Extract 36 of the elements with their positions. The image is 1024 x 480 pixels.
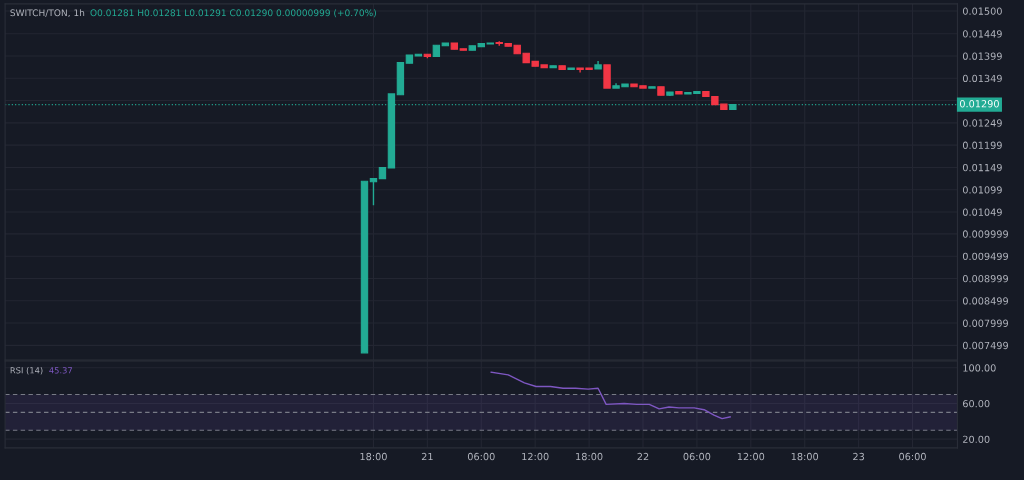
- x-tick-label: 12:00: [522, 452, 549, 461]
- annotation: O0.01281 H0.01281 L0.01291 C0.01290 0.00000999 (+0.70%): [90, 9, 376, 18]
- text: SWITCH/TON, 1h: [10, 9, 85, 18]
- x-tick-label: 22: [637, 452, 649, 461]
- candlestick: [603, 64, 611, 89]
- y-tick-label: 20.00: [963, 435, 990, 444]
- y-tick-label: 0.01349: [962, 74, 1002, 83]
- y-tick-label: 60.00: [962, 399, 990, 408]
- text: RSI (14): [10, 367, 43, 375]
- x-tick-label: 18:00: [791, 452, 819, 461]
- y-tick-label: 0.01500: [962, 7, 1002, 15]
- x-tick-label: 18:00: [576, 452, 603, 461]
- y-tick-label: 0.01399: [962, 52, 1002, 60]
- x-tick-label: 12:00: [737, 452, 765, 461]
- annotation: 45.37: [49, 367, 72, 374]
- candlestick: [369, 177, 378, 207]
- y-tick-label: 0.009499: [962, 252, 1009, 261]
- y-tick-label: 0.01199: [962, 141, 1002, 149]
- y-tick-label: 0.007999: [962, 319, 1009, 327]
- x-tick-label: 06:00: [683, 452, 711, 461]
- y-tick-label: 0.007499: [962, 341, 1009, 350]
- x-tick-label: 18:00: [360, 452, 387, 461]
- x-tick-label: 06:00: [467, 452, 495, 461]
- y-tick-label: 100.00: [963, 364, 996, 372]
- y-tick-label: 0.009999: [962, 230, 1009, 238]
- y-tick-label: 0.008999: [962, 274, 1009, 283]
- y-tick-label: 0.01049: [962, 208, 1002, 216]
- x-tick-label: 06:00: [899, 452, 926, 461]
- y-tick-label: 0.01099: [962, 186, 1002, 194]
- y-tick-label: 0.01149: [962, 163, 1002, 172]
- y-tick-label: 0.01449: [962, 30, 1002, 38]
- x-tick-label: 23: [853, 452, 865, 461]
- y-tick-label: 0.01249: [962, 119, 1002, 127]
- ref-line-label: 0.01290: [959, 100, 999, 108]
- x-tick-label: 21: [421, 452, 433, 461]
- y-tick-label: 0.008499: [962, 297, 1009, 305]
